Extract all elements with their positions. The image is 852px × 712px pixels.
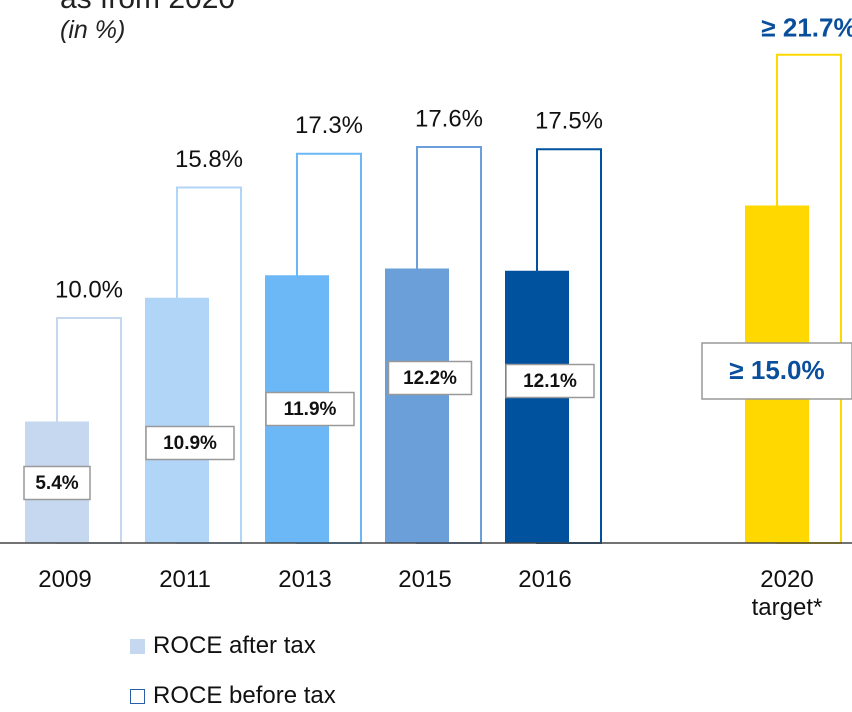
value-label-box [505,363,595,399]
x-tick-label: 2009 [38,566,92,593]
legend-swatch [130,638,145,654]
value-label-after-tax: 10.9% [163,433,217,454]
value-label-before-tax: 17.6% [415,105,483,132]
value-label-after-tax: 12.1% [523,371,577,392]
legend-label: ROCE before tax [153,682,336,709]
value-label-before-tax: 17.5% [535,108,603,135]
value-label-box [387,360,473,396]
x-tick-label: 2013 [278,566,332,593]
bar-after-tax [385,268,449,543]
value-label-after-tax: 11.9% [284,399,337,420]
chart-subtitle: (in %) [60,16,126,44]
value-label-after-tax: 12.2% [403,368,457,389]
value-label-before-tax: 17.3% [295,112,363,139]
value-label-box [701,342,852,400]
value-label-box [23,465,91,501]
bar-after-tax [145,297,209,543]
legend-item: ROCE after tax [130,632,316,660]
value-label-after-tax: ≥ 15.0% [729,355,824,385]
x-tick-label: 2011 [159,566,211,593]
value-label-before-tax: 15.8% [175,146,243,173]
legend-item: ROCE before tax [130,682,336,710]
x-tick-label: 2015 [398,566,452,593]
value-label-box [265,391,355,427]
value-label-box [145,425,235,461]
legend-label: ROCE after tax [153,632,316,659]
bar-after-tax [505,270,569,543]
x-tick-label: 2020 target* [751,566,823,621]
legend-swatch [130,688,145,704]
x-tick-label: 2016 [518,566,572,593]
value-label-after-tax: 5.4% [35,473,78,494]
chart-title: as from 2020 [60,0,235,16]
value-label-before-tax: ≥ 21.7% [761,13,852,43]
value-label-before-tax: 10.0% [55,276,123,303]
